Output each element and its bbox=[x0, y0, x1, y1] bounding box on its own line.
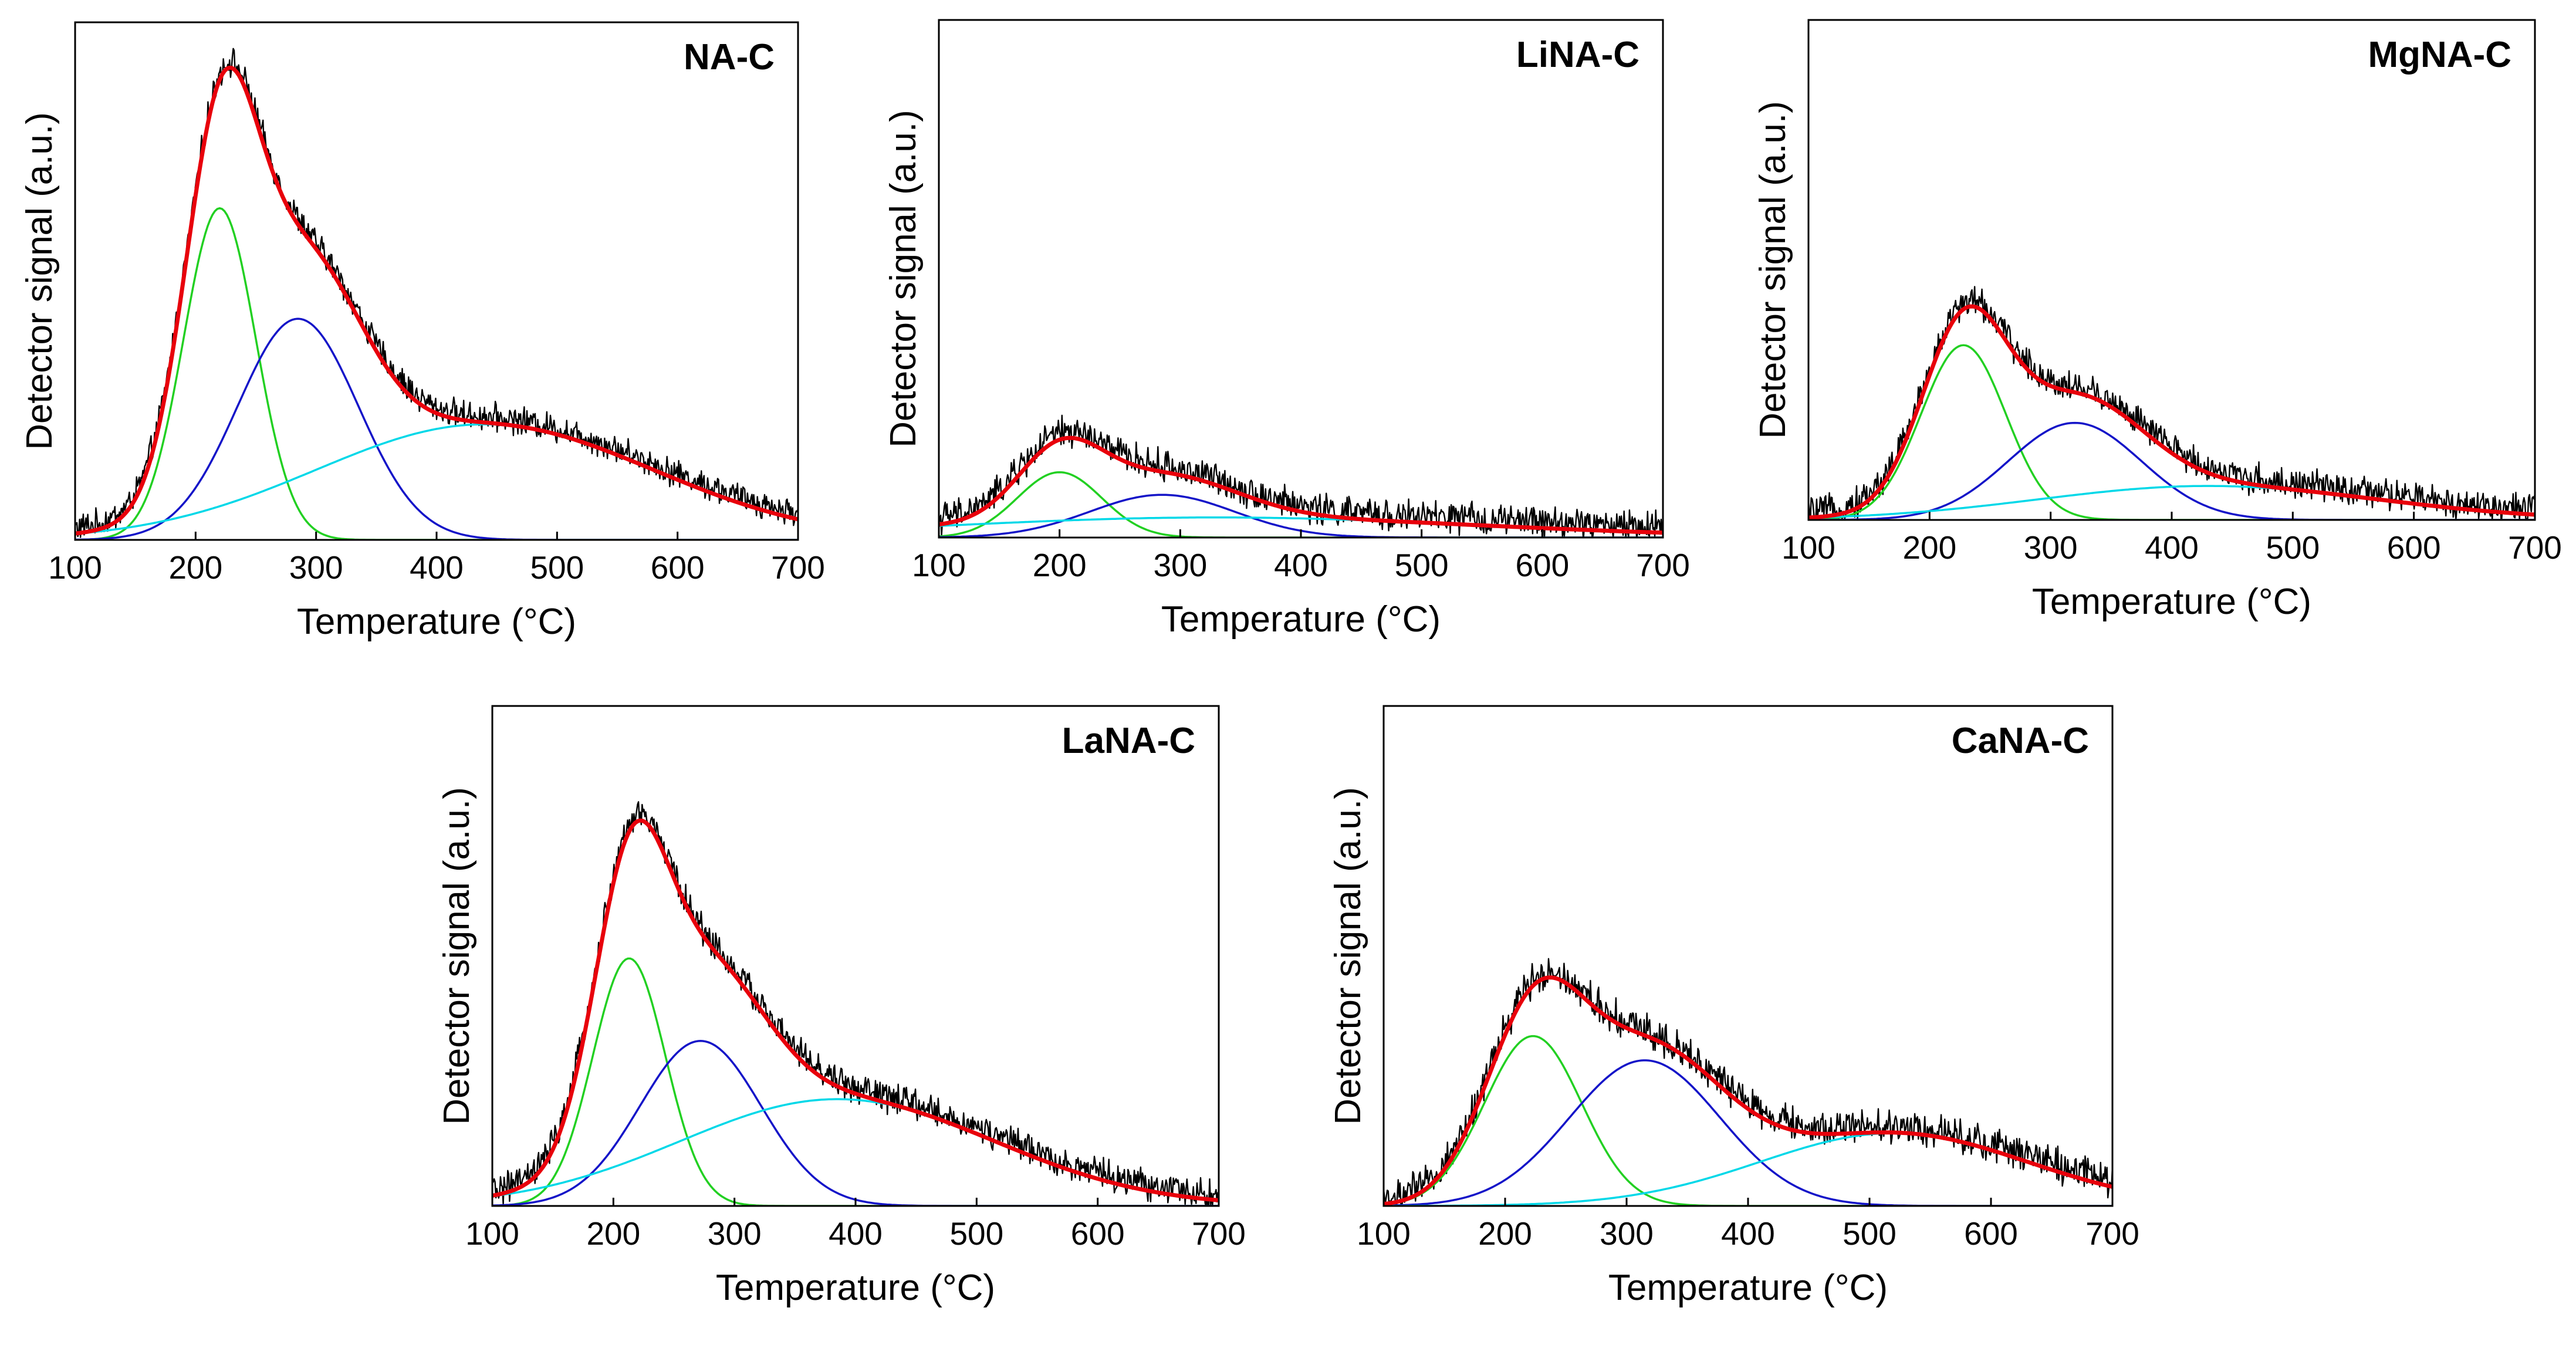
x-tick-label: 700 bbox=[1192, 1215, 1246, 1252]
x-tick-label: 700 bbox=[771, 549, 825, 586]
x-tick-label: 100 bbox=[912, 547, 966, 583]
x-tick-label: 300 bbox=[1153, 547, 1207, 583]
x-tick-label: 400 bbox=[410, 549, 464, 586]
x-tick-label: 600 bbox=[1964, 1215, 2018, 1252]
curves bbox=[1384, 958, 2112, 1206]
y-axis-label: Detector signal (a.u.) bbox=[1753, 101, 1793, 438]
x-tick-label: 300 bbox=[1600, 1215, 1654, 1252]
series-line-fitted-total bbox=[1384, 975, 2112, 1206]
x-tick-label: 600 bbox=[651, 549, 705, 586]
chart-panel: 100 200 300 400 500 600 700 Temperature (°C) Det… bbox=[437, 705, 1246, 1308]
x-tick-label: 600 bbox=[1515, 547, 1569, 583]
curves bbox=[1808, 286, 2535, 520]
series-line-peak-1 bbox=[1384, 1035, 2112, 1206]
curves bbox=[75, 48, 798, 540]
x-tick-label: 200 bbox=[1902, 529, 1956, 566]
x-tick-label: 700 bbox=[2508, 529, 2562, 566]
series-line-peak-2 bbox=[75, 317, 798, 540]
curves bbox=[939, 414, 1663, 538]
series-line-peak-1 bbox=[939, 471, 1663, 538]
y-axis-label: Detector signal (a.u.) bbox=[19, 112, 60, 450]
series-line-experimental bbox=[939, 414, 1663, 538]
x-tick-label: 600 bbox=[2387, 529, 2441, 566]
x-tick-label: 300 bbox=[289, 549, 343, 586]
chart-panel: 100 200 300 400 500 600 700 Temperature (°C) Det… bbox=[1328, 705, 2139, 1308]
x-axis-label: Temperature (°C) bbox=[1608, 1268, 1888, 1308]
y-axis-label: Detector signal (a.u.) bbox=[883, 110, 924, 447]
panel-title: LiNA-C bbox=[1516, 35, 1639, 75]
x-tick-label: 200 bbox=[586, 1215, 640, 1252]
x-tick-label: 600 bbox=[1071, 1215, 1125, 1252]
x-axis-label: Temperature (°C) bbox=[2032, 582, 2311, 622]
chart-panel: 100 200 300 400 500 600 700 Temperature (°C) Det… bbox=[19, 21, 825, 642]
series-line-experimental bbox=[1384, 958, 2112, 1206]
x-tick-label: 500 bbox=[530, 549, 584, 586]
chart-panel: 100 200 300 400 500 600 700 Temperature (°C) Det… bbox=[1753, 19, 2562, 622]
plot-frame bbox=[938, 19, 1664, 539]
x-axis-label: Temperature (°C) bbox=[1161, 599, 1441, 640]
y-axis-label: Detector signal (a.u.) bbox=[437, 787, 477, 1124]
x-tick-label: 200 bbox=[1478, 1215, 1532, 1252]
chart-panel: 100 200 300 400 500 600 700 Temperature (°C) Det… bbox=[883, 19, 1690, 640]
x-tick-label: 700 bbox=[2085, 1215, 2139, 1252]
series-line-peak-1 bbox=[492, 957, 1219, 1206]
panel-title: MgNA-C bbox=[2368, 35, 2512, 75]
x-tick-label: 100 bbox=[1357, 1215, 1411, 1252]
panel-title: CaNA-C bbox=[1952, 721, 2089, 761]
x-tick-label: 500 bbox=[2266, 529, 2320, 566]
x-tick-label: 400 bbox=[1274, 547, 1328, 583]
panel-title: NA-C bbox=[684, 37, 775, 77]
y-axis-label: Detector signal (a.u.) bbox=[1328, 787, 1368, 1124]
panel-title: LaNA-C bbox=[1062, 721, 1195, 761]
x-tick-label: 200 bbox=[168, 549, 222, 586]
curves bbox=[492, 801, 1219, 1206]
x-tick-label: 100 bbox=[48, 549, 102, 586]
x-tick-label: 400 bbox=[829, 1215, 883, 1252]
x-tick-label: 500 bbox=[1395, 547, 1449, 583]
x-axis-label: Temperature (°C) bbox=[716, 1268, 995, 1308]
plot-frame bbox=[1807, 19, 2536, 521]
x-tick-label: 500 bbox=[949, 1215, 1003, 1252]
series-line-experimental bbox=[492, 801, 1219, 1206]
x-tick-label: 300 bbox=[2024, 529, 2078, 566]
series-line-peak-3 bbox=[75, 423, 798, 535]
x-tick-label: 400 bbox=[1721, 1215, 1775, 1252]
x-tick-label: 400 bbox=[2145, 529, 2199, 566]
series-line-fitted-total bbox=[1808, 304, 2535, 520]
x-tick-label: 100 bbox=[465, 1215, 519, 1252]
plot-frame bbox=[491, 705, 1220, 1207]
series-line-fitted-total bbox=[492, 818, 1219, 1202]
series-line-peak-3 bbox=[492, 1098, 1219, 1202]
x-tick-label: 100 bbox=[1781, 529, 1835, 566]
series-line-peak-1 bbox=[1808, 344, 2535, 520]
x-tick-label: 500 bbox=[1843, 1215, 1896, 1252]
x-tick-label: 300 bbox=[708, 1215, 762, 1252]
plot-frame bbox=[1382, 705, 2114, 1207]
series-line-fitted-total bbox=[75, 65, 798, 536]
series-line-peak-1 bbox=[75, 207, 798, 540]
series-line-peak-2 bbox=[1384, 1059, 2112, 1206]
x-tick-label: 700 bbox=[1636, 547, 1690, 583]
x-axis-label: Temperature (°C) bbox=[297, 602, 576, 642]
x-tick-label: 200 bbox=[1033, 547, 1087, 583]
series-line-fitted-total bbox=[939, 435, 1663, 535]
